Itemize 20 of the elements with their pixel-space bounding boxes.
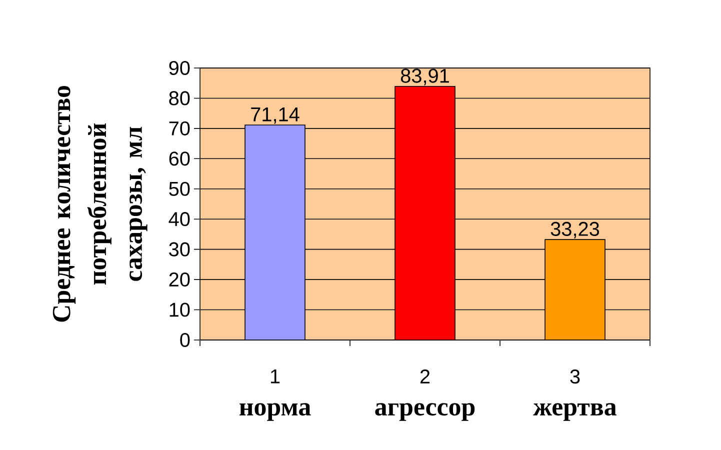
x-tick-label: 3 — [570, 370, 580, 384]
text: агрессор — [375, 403, 475, 421]
y-tick-label: 50 — [169, 182, 190, 196]
y-tick-label: 30 — [169, 242, 190, 256]
y-tick-label: 40 — [168, 212, 190, 226]
y-tick-label: 0 — [180, 332, 190, 348]
text: норма — [240, 403, 311, 421]
x-tick-label: 2 — [420, 370, 430, 384]
y-tick-label: 20 — [169, 272, 190, 287]
data-label: 71,14 — [251, 108, 300, 124]
data-label: 33,23 — [550, 222, 600, 238]
y-tick-label: 90 — [169, 60, 190, 76]
y-tick-label: 10 — [170, 302, 190, 317]
y-tick-label: 70 — [169, 121, 190, 136]
y-tick-label: 60 — [169, 152, 190, 166]
y-axis-title: Среднее количество потребленной сахарозы, мл — [52, 86, 148, 322]
y-tick-label: 80 — [169, 91, 190, 106]
data-label: 83,91 — [400, 68, 449, 86]
text: жертва — [533, 403, 616, 421]
x-tick-label: 1 — [270, 370, 280, 384]
